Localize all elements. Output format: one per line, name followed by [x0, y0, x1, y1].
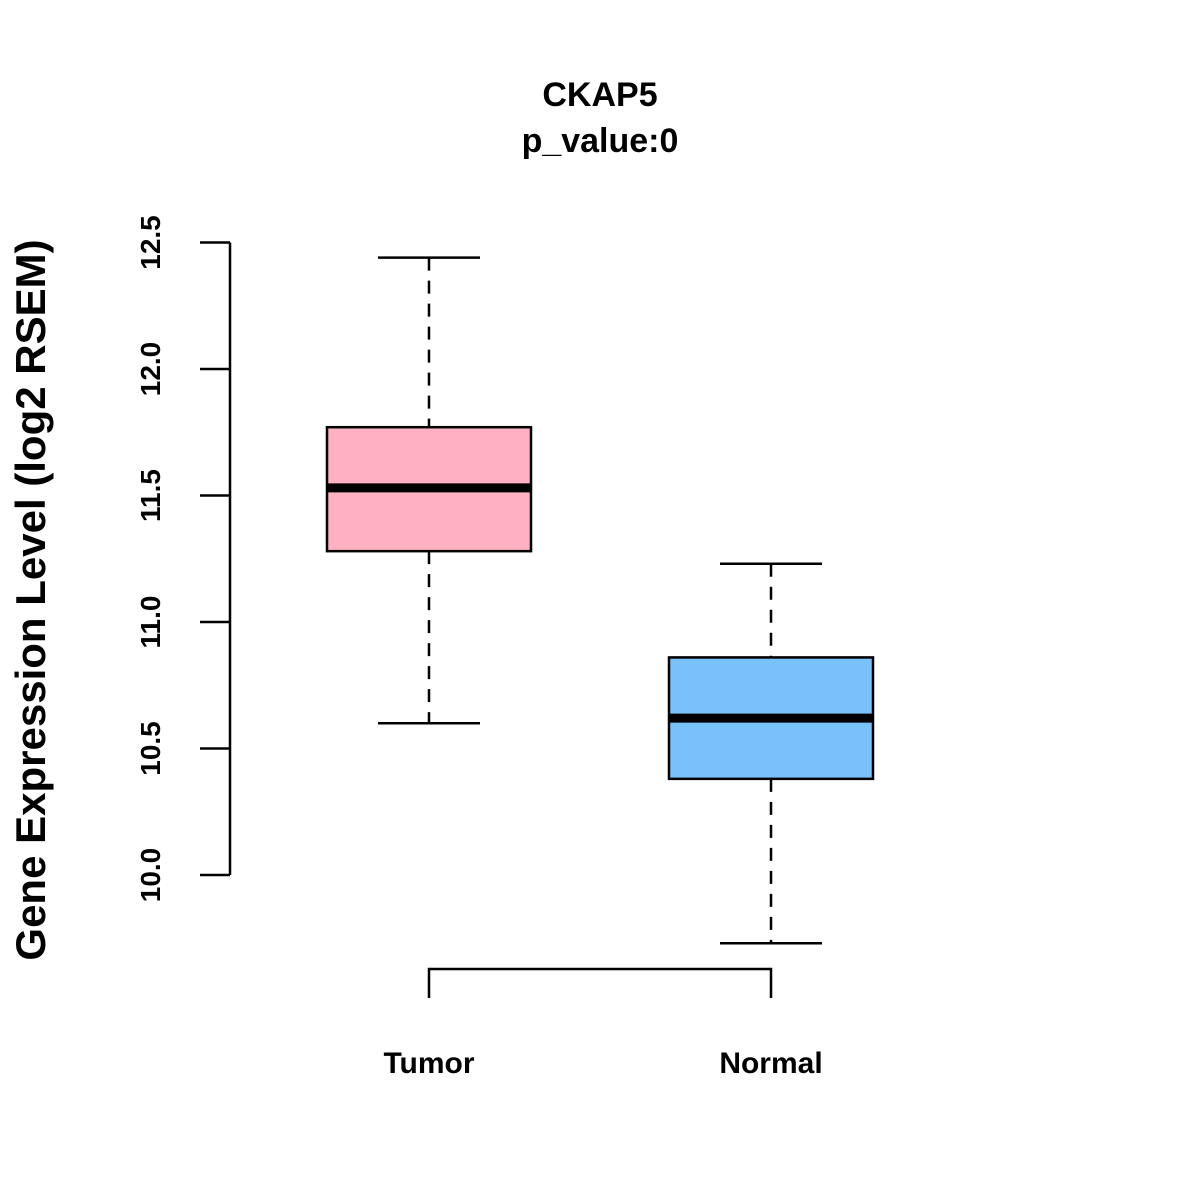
x-category-label: Tumor — [383, 1047, 474, 1080]
chart-subtitle: p_value:0 — [522, 122, 679, 160]
box-normal: Normal — [667, 562, 875, 1080]
y-tick-label: 12.0 — [135, 342, 166, 397]
y-tick-label: 11.0 — [135, 596, 166, 649]
y-tick-label: 12.5 — [135, 215, 166, 270]
y-tick-label: 10.0 — [135, 848, 166, 903]
x-axis-line — [427, 967, 773, 998]
chart-title: CKAP5 — [542, 76, 657, 114]
y-tick-label: 11.5 — [135, 469, 166, 522]
boxes-group: Tumor Normal — [325, 256, 875, 1080]
y-axis-label: Gene Expression Level (log2 RSEM) — [7, 239, 54, 960]
box-tumor: Tumor — [325, 256, 533, 1080]
y-tick-label: 10.5 — [135, 721, 166, 776]
axes-group: 10.0 10.5 11.0 11.5 12.0 12.5 — [135, 215, 773, 998]
x-category-label: Normal — [719, 1047, 822, 1080]
